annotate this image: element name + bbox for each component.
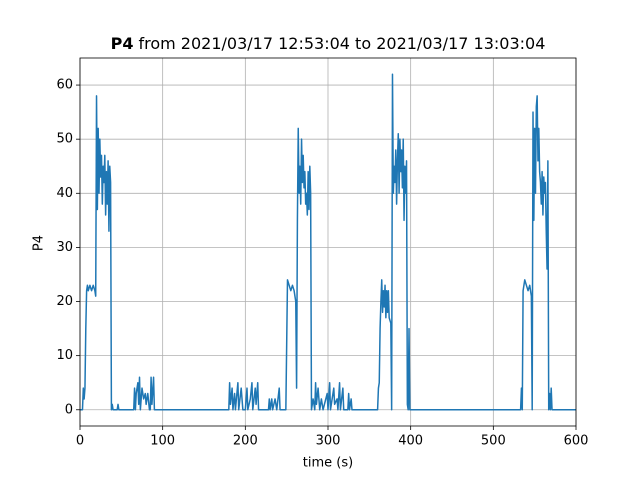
y-tick-label: 50 xyxy=(56,132,73,147)
x-tick-label: 300 xyxy=(316,434,341,449)
x-axis-label: time (s) xyxy=(303,456,353,471)
y-tick-label: 40 xyxy=(56,186,73,201)
x-tick-label: 600 xyxy=(564,434,589,449)
x-tick-label: 0 xyxy=(76,434,84,449)
y-axis-label: P4 xyxy=(32,235,47,251)
y-tick-label: 20 xyxy=(56,294,73,309)
x-tick-label: 200 xyxy=(233,434,258,449)
y-tick-label: 60 xyxy=(56,78,73,93)
chart-title: P4 from 2021/03/17 12:53:04 to 2021/03/17… xyxy=(111,34,546,53)
x-tick-label: 500 xyxy=(481,434,506,449)
x-tick-label: 400 xyxy=(398,434,423,449)
y-tick-label: 0 xyxy=(65,402,73,417)
y-tick-label: 30 xyxy=(56,240,73,255)
title-rest: from 2021/03/17 12:53:04 to 2021/03/17 1… xyxy=(138,34,545,53)
y-tick-label: 10 xyxy=(56,348,73,363)
x-tick-label: 100 xyxy=(150,434,175,449)
title-bold: P4 xyxy=(111,34,134,53)
plot-frame xyxy=(79,57,577,427)
data-line xyxy=(80,73,576,411)
